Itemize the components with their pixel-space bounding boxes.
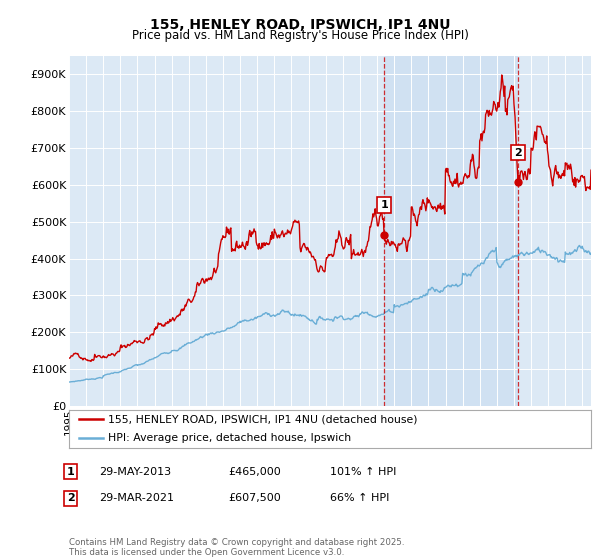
Text: Contains HM Land Registry data © Crown copyright and database right 2025.
This d: Contains HM Land Registry data © Crown c…	[69, 538, 404, 557]
Text: £607,500: £607,500	[228, 493, 281, 503]
Text: 1: 1	[67, 466, 74, 477]
Text: Price paid vs. HM Land Registry's House Price Index (HPI): Price paid vs. HM Land Registry's House …	[131, 29, 469, 42]
Text: 66% ↑ HPI: 66% ↑ HPI	[330, 493, 389, 503]
Text: 2: 2	[67, 493, 74, 503]
Text: £465,000: £465,000	[228, 466, 281, 477]
Text: 1: 1	[380, 200, 388, 210]
Text: 155, HENLEY ROAD, IPSWICH, IP1 4NU (detached house): 155, HENLEY ROAD, IPSWICH, IP1 4NU (deta…	[108, 414, 418, 424]
Bar	[384, 56, 518, 406]
Text: 29-MAY-2013: 29-MAY-2013	[99, 466, 171, 477]
Text: HPI: Average price, detached house, Ipswich: HPI: Average price, detached house, Ipsw…	[108, 433, 351, 444]
Text: 2: 2	[514, 148, 522, 158]
Text: 29-MAR-2021: 29-MAR-2021	[99, 493, 174, 503]
Text: 155, HENLEY ROAD, IPSWICH, IP1 4NU: 155, HENLEY ROAD, IPSWICH, IP1 4NU	[150, 18, 450, 32]
Text: 101% ↑ HPI: 101% ↑ HPI	[330, 466, 397, 477]
